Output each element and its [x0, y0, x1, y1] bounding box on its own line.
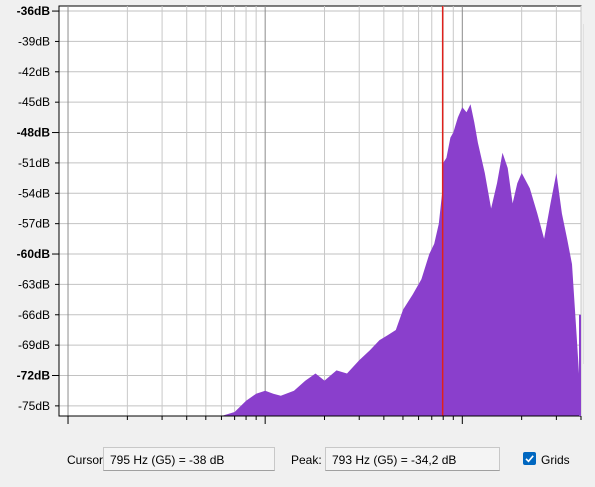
- y-tick-label: -60dB: [17, 247, 51, 261]
- y-tick-label: -51dB: [18, 156, 50, 170]
- y-tick-label: -42dB: [18, 65, 50, 79]
- x-axis: 10Hz20Hz40Hz100Hz200Hz400Hz800Hz2000Hz: [59, 415, 582, 424]
- y-tick-label: -57dB: [18, 217, 50, 231]
- cursor-value: 795 Hz (G5) = -38 dB: [110, 453, 225, 467]
- grids-label[interactable]: Grids: [541, 453, 570, 467]
- y-tick-label: -72dB: [17, 369, 51, 383]
- y-tick-label: -69dB: [18, 338, 50, 352]
- y-tick-label: -36dB: [17, 4, 51, 18]
- y-tick-label: -45dB: [18, 95, 50, 109]
- status-bar: Cursor: 795 Hz (G5) = -38 dB Peak: 793 H…: [0, 446, 595, 474]
- y-tick-label: -39dB: [18, 34, 50, 48]
- peak-value: 793 Hz (G5) = -34,2 dB: [332, 453, 457, 467]
- cursor-label: Cursor:: [67, 453, 107, 467]
- y-axis: -36dB -39dB -42dB -45dB -48dB -51dB -54dB -57dB…: [17, 4, 60, 416]
- y-tick-label: -63dB: [18, 277, 50, 291]
- y-tick-label: -75dB: [18, 399, 50, 413]
- vertical-scrollbar[interactable]: [583, 24, 594, 364]
- spectrum-area: [221, 104, 581, 416]
- y-tick-label: -54dB: [18, 186, 50, 200]
- cursor-readout: 795 Hz (G5) = -38 dB: [103, 447, 275, 471]
- grids-checkbox[interactable]: [523, 452, 536, 465]
- spectrum-edge-spike: [579, 314, 581, 416]
- peak-readout: 793 Hz (G5) = -34,2 dB: [325, 447, 500, 471]
- y-tick-label: -48dB: [17, 126, 51, 140]
- y-tick-label: -66dB: [18, 308, 50, 322]
- peak-label: Peak:: [291, 453, 322, 467]
- spectrum-plot[interactable]: -36dB -39dB -42dB -45dB -48dB -51dB -54dB -57dB…: [0, 0, 595, 425]
